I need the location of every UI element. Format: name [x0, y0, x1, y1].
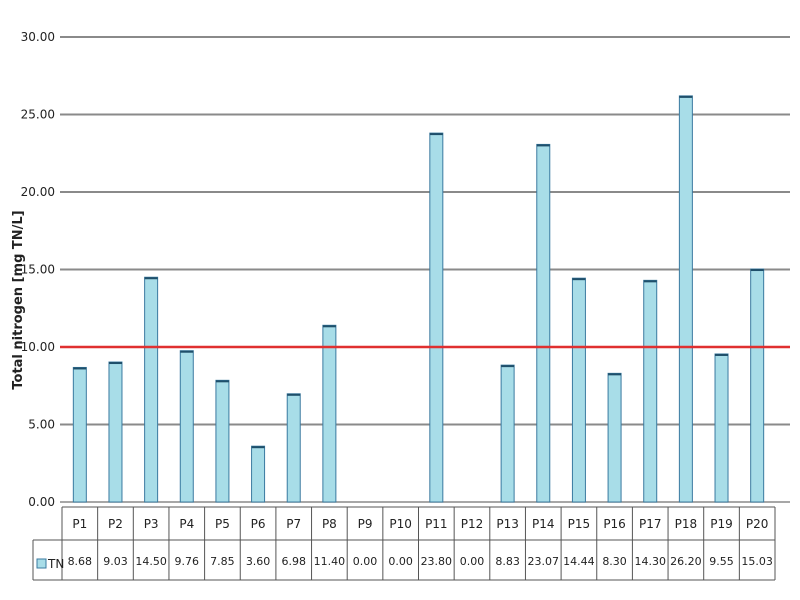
- value-label: 15.03: [741, 555, 773, 568]
- category-label: P10: [389, 517, 412, 531]
- value-label: 14.50: [135, 555, 167, 568]
- category-label: P7: [286, 517, 301, 531]
- value-label: 3.60: [246, 555, 271, 568]
- y-axis-title: Total nitrogen [mg TN/L]: [11, 210, 26, 389]
- bar-p17: [643, 279, 658, 503]
- y-tick-label: 0.00: [28, 495, 55, 509]
- category-label: P16: [603, 517, 626, 531]
- value-label: 8.83: [495, 555, 520, 568]
- category-label: P11: [425, 517, 448, 531]
- y-tick-label: 10.00: [21, 340, 55, 354]
- bar-p5: [215, 379, 230, 503]
- category-label: P15: [568, 517, 591, 531]
- category-label: P4: [179, 517, 194, 531]
- bar-p20: [750, 268, 765, 503]
- bar-p8: [322, 324, 337, 503]
- category-label: P13: [496, 517, 519, 531]
- bar-p3: [144, 276, 159, 503]
- value-label: 9.55: [709, 555, 734, 568]
- value-label: 14.30: [634, 555, 666, 568]
- category-label: P1: [72, 517, 87, 531]
- value-label: 0.00: [388, 555, 413, 568]
- bar-p2: [108, 361, 123, 503]
- value-label: 26.20: [670, 555, 702, 568]
- legend-label: TN: [47, 557, 64, 571]
- value-label: 7.85: [210, 555, 235, 568]
- category-label: P9: [358, 517, 373, 531]
- category-label: P6: [251, 517, 266, 531]
- bar-p4: [179, 350, 194, 503]
- category-label: P12: [461, 517, 484, 531]
- bar-p18: [678, 95, 693, 503]
- y-tick-label: 5.00: [28, 418, 55, 432]
- legend-key: TN: [36, 557, 64, 571]
- category-label: P8: [322, 517, 337, 531]
- value-label: 0.00: [353, 555, 378, 568]
- value-label: 8.68: [68, 555, 93, 568]
- value-label: 0.00: [460, 555, 485, 568]
- y-tick-label: 25.00: [21, 108, 55, 122]
- bar-p13: [500, 364, 515, 503]
- legend-swatch: [36, 558, 47, 569]
- value-label: 23.80: [421, 555, 453, 568]
- y-tick-label: 30.00: [21, 30, 55, 44]
- bar-p14: [536, 143, 551, 503]
- category-label: P3: [144, 517, 159, 531]
- y-tick-label: 20.00: [21, 185, 55, 199]
- category-label: P20: [746, 517, 769, 531]
- bar-p16: [607, 372, 622, 503]
- bar-p19: [714, 353, 729, 503]
- value-label: 6.98: [281, 555, 306, 568]
- value-label: 11.40: [314, 555, 346, 568]
- data-table: P1 8.68 P2 9.03 P3 14.50 P4 9.76 P5 7.85 P6 3.60 P7 6…: [32, 506, 776, 581]
- y-axis-ticks: 0.00 5.00 10.00 15.00 20.00 25.00 30.00: [21, 30, 55, 509]
- value-label: 9.03: [103, 555, 128, 568]
- bars: [72, 95, 765, 503]
- bar-p15: [571, 277, 586, 503]
- category-label: P5: [215, 517, 230, 531]
- bar-p1: [72, 366, 87, 503]
- value-label: 9.76: [175, 555, 200, 568]
- value-label: 8.30: [602, 555, 627, 568]
- category-label: P19: [710, 517, 733, 531]
- bar-p7: [286, 393, 301, 503]
- value-label: 23.07: [528, 555, 560, 568]
- category-label: P18: [675, 517, 698, 531]
- category-label: P2: [108, 517, 123, 531]
- category-label: P17: [639, 517, 662, 531]
- bar-p6: [251, 445, 266, 503]
- bar-p11: [429, 132, 444, 503]
- value-label: 14.44: [563, 555, 595, 568]
- category-label: P14: [532, 517, 555, 531]
- y-tick-label: 15.00: [21, 263, 55, 277]
